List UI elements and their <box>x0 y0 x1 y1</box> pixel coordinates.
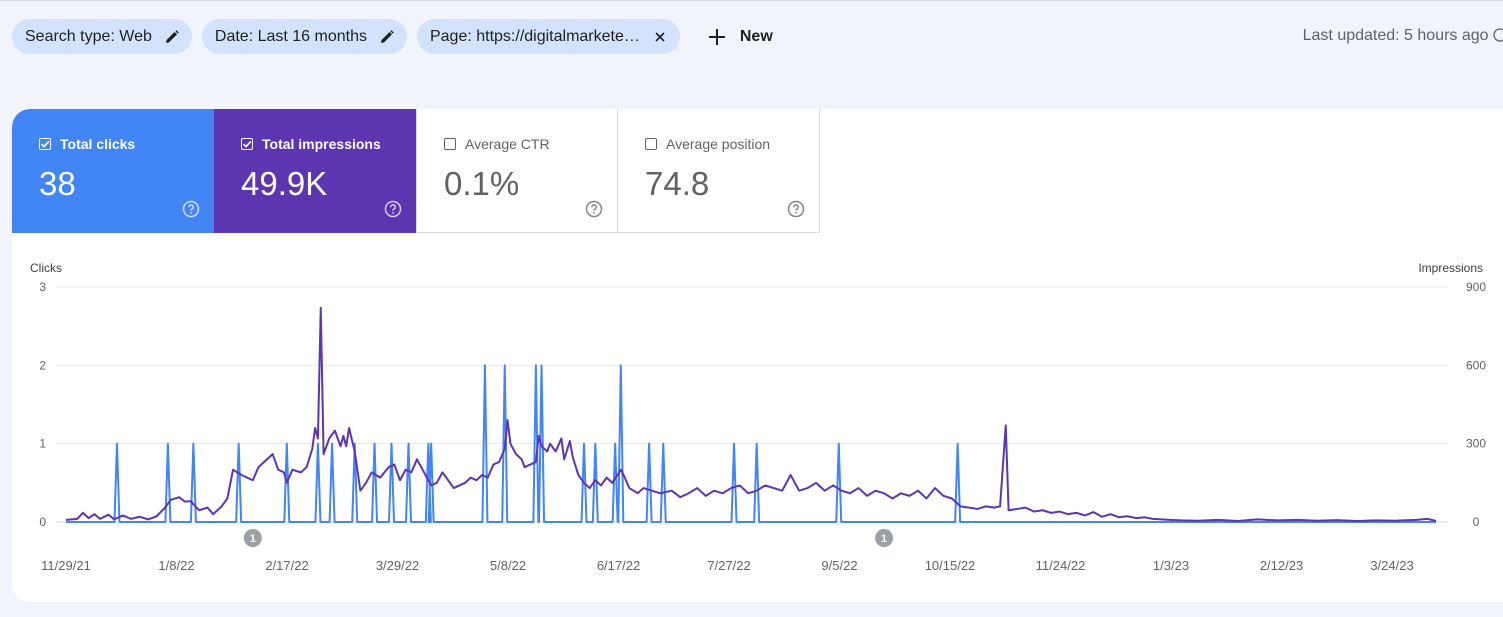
new-filter-button[interactable]: New <box>702 19 779 54</box>
performance-card: Total clicks 38 Total impressions 49.9K … <box>12 109 1503 602</box>
left-tick-label: 2 <box>39 358 46 372</box>
page-filter-chip[interactable]: Page: https://digitalmarkete… <box>416 19 680 54</box>
checkbox-checked-icon[interactable] <box>241 138 253 150</box>
metric-value: 0.1% <box>444 165 520 202</box>
x-tick-label: 11/24/22 <box>1036 558 1086 573</box>
info-icon[interactable] <box>1493 28 1503 42</box>
new-filter-label: New <box>739 27 773 45</box>
annotation-label: 1 <box>881 533 887 545</box>
metric-label-text: Average CTR <box>465 136 550 152</box>
x-tick-label: 11/29/21 <box>41 558 91 573</box>
metric-label: Average position <box>645 136 770 152</box>
checkbox-checked-icon[interactable] <box>39 138 51 150</box>
metric-label-text: Total impressions <box>262 136 381 152</box>
metric-cards: Total clicks 38 Total impressions 49.9K … <box>12 109 820 233</box>
x-tick-label: 2/17/22 <box>265 558 308 573</box>
impressions-series-line <box>65 306 1437 522</box>
left-axis-label: Clicks <box>30 261 62 275</box>
x-tick-label: 1/3/23 <box>1153 558 1189 573</box>
annotation-marker <box>243 529 262 547</box>
checkbox-unchecked-icon[interactable] <box>645 138 657 150</box>
annotation-label: 1 <box>250 533 256 545</box>
last-updated-text: Last updated: 5 hours ago <box>1303 27 1503 45</box>
metric-average-position[interactable]: Average position 74.8 <box>618 109 820 233</box>
metric-total-clicks[interactable]: Total clicks 38 <box>12 109 214 233</box>
metric-value: 74.8 <box>645 165 710 202</box>
chip-label: Page: https://digitalmarkete… <box>429 27 640 45</box>
x-tick-label: 7/27/22 <box>707 558 750 573</box>
metric-average-ctr[interactable]: Average CTR 0.1% <box>416 109 618 233</box>
help-icon[interactable] <box>384 200 402 218</box>
right-tick-label: 600 <box>1466 358 1486 372</box>
annotation-marker <box>875 529 894 547</box>
metric-label-text: Total clicks <box>60 136 136 152</box>
metric-label: Total clicks <box>39 136 135 152</box>
right-tick-label: 900 <box>1466 280 1486 294</box>
x-tick-label: 2/12/23 <box>1260 558 1303 573</box>
right-axis-label: Impressions <box>1418 261 1483 275</box>
performance-chart[interactable]: 3 2 1 0 900 600 300 0 Clicks Impressions 11/29/21 1… <box>12 109 1503 602</box>
left-tick-label: 1 <box>39 437 46 451</box>
x-tick-label: 5/8/22 <box>490 558 526 573</box>
left-tick-label: 0 <box>39 515 46 529</box>
metric-value: 38 <box>39 165 76 202</box>
chip-label: Date: Last 16 months <box>214 27 367 45</box>
x-tick-label: 6/17/22 <box>597 558 640 573</box>
help-icon[interactable] <box>787 200 805 218</box>
filter-bar: Search type: Web Date: Last 16 months Pa… <box>12 19 779 54</box>
x-tick-label: 3/29/22 <box>376 558 419 573</box>
search-type-filter-chip[interactable]: Search type: Web <box>12 19 192 54</box>
top-divider <box>0 0 1503 1</box>
metric-total-impressions[interactable]: Total impressions 49.9K <box>214 109 416 233</box>
clicks-series-line <box>66 364 1436 523</box>
pencil-icon[interactable] <box>379 29 395 45</box>
metric-label: Total impressions <box>241 136 381 152</box>
pencil-icon[interactable] <box>164 29 180 45</box>
metric-value: 49.9K <box>241 165 328 202</box>
x-tick-label: 1/8/22 <box>158 558 194 573</box>
date-filter-chip[interactable]: Date: Last 16 months <box>201 19 407 54</box>
help-icon[interactable] <box>182 200 200 218</box>
help-icon[interactable] <box>585 200 603 218</box>
checkbox-unchecked-icon[interactable] <box>444 138 456 150</box>
right-tick-label: 0 <box>1473 515 1480 529</box>
right-tick-label: 300 <box>1466 437 1486 451</box>
metric-label: Average CTR <box>444 136 550 152</box>
plus-icon <box>708 28 725 45</box>
chip-label: Search type: Web <box>25 27 152 45</box>
x-tick-label: 9/5/22 <box>821 558 857 573</box>
x-tick-label: 10/15/22 <box>925 558 976 573</box>
left-tick-label: 3 <box>39 280 46 294</box>
close-icon[interactable] <box>652 29 668 45</box>
x-tick-label: 3/24/23 <box>1370 558 1413 573</box>
metric-label-text: Average position <box>666 136 771 152</box>
